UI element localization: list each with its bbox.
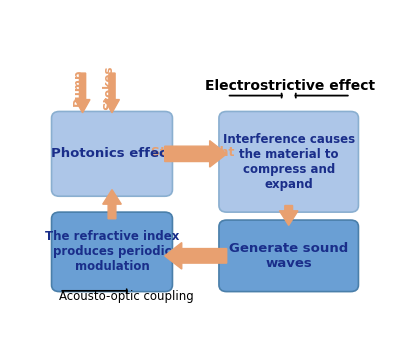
FancyBboxPatch shape (219, 111, 358, 212)
FancyArrow shape (165, 141, 227, 167)
FancyBboxPatch shape (52, 111, 172, 196)
Text: Photonics effect: Photonics effect (51, 147, 173, 160)
Text: Generate sound
waves: Generate sound waves (229, 242, 348, 270)
Text: Acousto-optic coupling: Acousto-optic coupling (59, 290, 194, 303)
FancyBboxPatch shape (52, 212, 172, 292)
Text: Interference causes
the material to
compress and
expand: Interference causes the material to comp… (223, 133, 355, 191)
FancyArrow shape (165, 243, 227, 269)
FancyArrow shape (279, 205, 298, 225)
Text: Electrostrictive effect: Electrostrictive effect (205, 79, 375, 93)
Text: Pump: Pump (72, 69, 85, 106)
FancyArrow shape (75, 73, 90, 113)
FancyArrow shape (103, 190, 121, 219)
Text: Stokes: Stokes (102, 65, 115, 110)
FancyBboxPatch shape (219, 220, 358, 292)
Text: The refractive index
produces periodic
modulation: The refractive index produces periodic m… (45, 230, 179, 273)
FancyArrow shape (104, 73, 120, 113)
Text: Stokes light: Stokes light (151, 146, 234, 159)
